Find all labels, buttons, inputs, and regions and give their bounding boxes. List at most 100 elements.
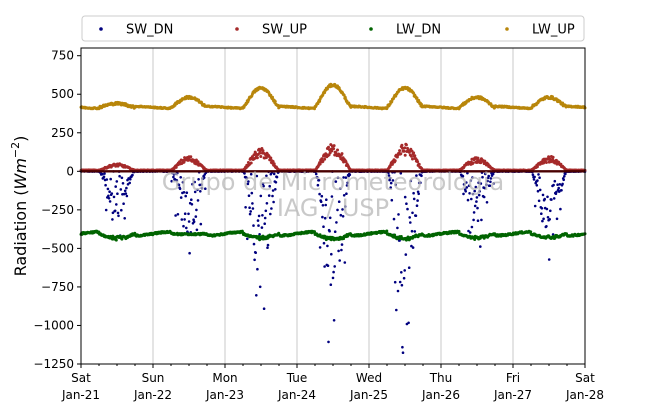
data-point xyxy=(415,174,418,177)
data-point xyxy=(398,280,402,284)
data-point xyxy=(322,241,326,245)
data-point xyxy=(195,208,198,212)
data-point xyxy=(344,160,348,164)
data-point xyxy=(340,248,343,252)
y-tick-label-4: −250 xyxy=(41,203,74,217)
legend-marker-lw-up xyxy=(505,27,509,31)
data-point xyxy=(535,165,539,169)
data-point xyxy=(405,202,408,205)
data-point xyxy=(265,174,268,178)
data-point xyxy=(472,211,476,214)
data-point xyxy=(471,161,475,165)
data-point xyxy=(250,191,254,195)
data-point xyxy=(107,197,111,200)
data-point xyxy=(415,96,419,100)
data-point xyxy=(182,160,186,164)
data-point xyxy=(333,230,337,233)
data-point xyxy=(183,218,186,221)
data-point xyxy=(334,180,338,183)
data-point xyxy=(273,100,277,103)
data-point xyxy=(415,204,419,207)
data-point xyxy=(320,194,324,198)
data-point xyxy=(108,200,112,203)
data-point xyxy=(261,182,265,186)
data-point xyxy=(395,308,398,312)
data-point xyxy=(341,208,344,211)
data-point xyxy=(330,252,333,256)
data-point xyxy=(407,266,411,270)
data-point xyxy=(119,188,123,191)
data-point xyxy=(400,143,404,147)
data-point xyxy=(402,276,406,280)
data-point xyxy=(557,186,560,190)
data-point xyxy=(115,203,118,206)
data-point xyxy=(390,100,394,104)
data-point xyxy=(388,176,392,180)
data-point xyxy=(345,192,348,195)
data-point xyxy=(324,203,328,207)
watermark: Grupo de Micrometeorologia IAG / USP xyxy=(162,168,504,222)
data-point xyxy=(402,149,406,153)
data-point xyxy=(246,237,249,241)
data-point xyxy=(394,183,398,187)
data-point xyxy=(342,176,345,179)
data-point xyxy=(323,157,327,161)
data-point xyxy=(330,195,334,198)
data-point xyxy=(128,181,131,185)
data-point xyxy=(412,151,416,155)
data-point xyxy=(318,192,321,196)
data-point xyxy=(399,172,403,175)
x-tick-day-5: Thu xyxy=(429,371,453,385)
data-point xyxy=(473,204,477,208)
data-point xyxy=(540,212,543,215)
data-point xyxy=(259,194,263,198)
x-tick-date-3: Jan-24 xyxy=(277,388,316,402)
data-point xyxy=(475,196,479,199)
data-point xyxy=(274,181,278,184)
y-tick-label-2: −750 xyxy=(41,280,74,294)
data-point xyxy=(491,172,495,176)
data-point xyxy=(390,198,394,202)
data-point xyxy=(187,220,191,223)
y-tick-label-1: −1000 xyxy=(33,318,74,332)
data-point xyxy=(326,244,329,248)
data-point xyxy=(184,194,187,198)
data-point xyxy=(342,194,346,197)
data-point xyxy=(105,178,109,181)
data-point xyxy=(398,239,401,242)
data-point xyxy=(471,176,474,179)
data-point xyxy=(323,216,327,220)
data-point xyxy=(408,216,412,219)
data-point xyxy=(476,219,480,222)
data-point xyxy=(325,198,328,201)
data-point xyxy=(314,172,318,176)
series-lw-up xyxy=(79,82,587,111)
data-point xyxy=(545,207,549,211)
data-point xyxy=(340,152,344,156)
data-point xyxy=(197,178,200,181)
x-tick-day-2: Mon xyxy=(212,371,237,385)
data-point xyxy=(117,214,120,218)
data-point xyxy=(401,351,405,355)
data-point xyxy=(385,229,389,233)
data-point xyxy=(185,191,189,194)
data-point xyxy=(116,211,120,215)
data-point xyxy=(102,175,106,179)
data-point xyxy=(320,157,324,161)
data-point xyxy=(550,198,553,201)
data-point xyxy=(461,174,465,178)
data-point xyxy=(196,188,199,192)
data-point xyxy=(341,215,345,218)
data-point xyxy=(389,186,393,189)
data-point xyxy=(261,214,264,217)
data-point xyxy=(249,210,252,213)
legend-label-lw-up: LW_UP xyxy=(532,23,575,38)
data-point xyxy=(264,209,268,213)
data-point xyxy=(553,179,557,183)
data-point xyxy=(245,176,249,180)
data-point xyxy=(175,179,179,182)
data-point xyxy=(400,271,403,274)
data-point xyxy=(416,160,420,164)
data-point xyxy=(182,224,185,228)
